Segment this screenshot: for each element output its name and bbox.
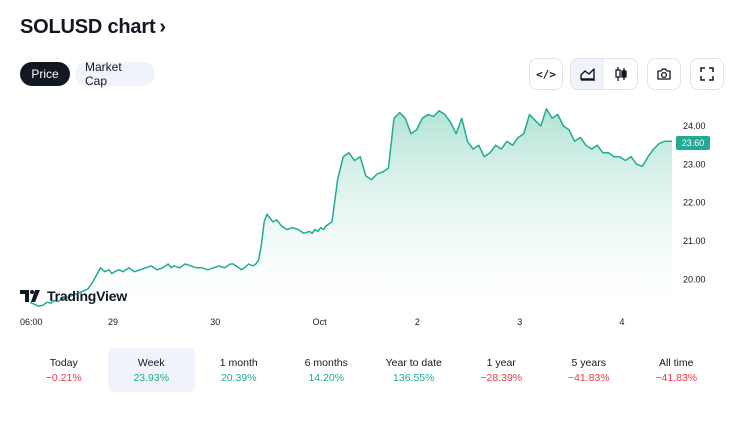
candles-icon bbox=[614, 67, 627, 81]
x-tick-label: 30 bbox=[210, 317, 220, 327]
perf-value: −28.39% bbox=[480, 371, 523, 384]
x-tick-label: Oct bbox=[313, 317, 328, 327]
y-tick-label: 24.00 bbox=[683, 121, 706, 131]
price-line bbox=[29, 108, 672, 307]
chart-title-text: SOLUSD chart bbox=[20, 16, 156, 38]
perf-week[interactable]: Week 23.93% bbox=[107, 348, 195, 392]
snapshot-button[interactable] bbox=[647, 58, 681, 90]
perf-label: 5 years bbox=[571, 356, 606, 369]
performance-row: Today −0.21% Week 23.93% 1 month 20.39% … bbox=[20, 348, 720, 392]
tradingview-logo-icon bbox=[20, 290, 40, 302]
perf-label: 1 year bbox=[486, 356, 516, 369]
x-tick-label: 3 bbox=[517, 317, 522, 327]
fullscreen-icon bbox=[700, 67, 714, 81]
area-style-button[interactable] bbox=[571, 59, 604, 89]
chart-style-group bbox=[570, 58, 638, 90]
tab-market-cap-label: Market Cap bbox=[85, 60, 122, 88]
tab-price-label: Price bbox=[31, 67, 59, 81]
perf-value: 20.39% bbox=[220, 371, 257, 384]
perf-6-months[interactable]: 6 months 14.20% bbox=[283, 348, 371, 392]
perf-label: All time bbox=[659, 356, 694, 369]
perf-value: 14.20% bbox=[308, 371, 345, 384]
tradingview-logo[interactable]: TradingView bbox=[20, 288, 127, 304]
camera-icon bbox=[657, 68, 671, 80]
fullscreen-button[interactable] bbox=[690, 58, 724, 90]
y-tick-label: 23.00 bbox=[683, 159, 706, 169]
chevron-right-icon: › bbox=[159, 16, 166, 38]
perf-1-year[interactable]: 1 year −28.39% bbox=[458, 348, 546, 392]
x-axis: 06:00 29 30 Oct 2 3 4 bbox=[20, 317, 625, 327]
perf-year-to-date[interactable]: Year to date 136.55% bbox=[370, 348, 458, 392]
price-area-fill bbox=[30, 108, 672, 310]
tradingview-logo-text: TradingView bbox=[47, 288, 128, 304]
perf-label: Today bbox=[49, 356, 78, 369]
perf-value: 23.93% bbox=[133, 371, 170, 384]
perf-label: 1 month bbox=[219, 356, 258, 369]
perf-all-time[interactable]: All time −41.83% bbox=[633, 348, 721, 392]
y-tick-label: 22.00 bbox=[683, 198, 706, 208]
perf-today[interactable]: Today −0.21% bbox=[20, 348, 108, 392]
x-tick-label: 29 bbox=[108, 317, 118, 327]
embed-code-icon: </> bbox=[536, 67, 556, 81]
y-tick-label: 21.00 bbox=[683, 236, 706, 246]
tab-price[interactable]: Price bbox=[20, 62, 70, 86]
tab-market-cap[interactable]: Market Cap bbox=[75, 60, 155, 88]
x-tick-label: 2 bbox=[415, 317, 420, 327]
perf-1-month[interactable]: 1 month 20.39% bbox=[195, 348, 283, 392]
y-tick-label: 20.00 bbox=[683, 274, 706, 284]
perf-value: −41.83% bbox=[567, 371, 610, 384]
last-price-tag: 23.60 bbox=[676, 136, 710, 150]
perf-value: −41.83% bbox=[655, 371, 698, 384]
perf-5-years[interactable]: 5 years −41.83% bbox=[545, 348, 633, 392]
perf-label: Week bbox=[137, 356, 165, 369]
perf-label: Year to date bbox=[385, 356, 442, 369]
perf-value: −0.21% bbox=[45, 371, 82, 384]
perf-value: 136.55% bbox=[393, 371, 435, 384]
x-tick-label: 06:00 bbox=[20, 317, 43, 327]
x-tick-label: 4 bbox=[620, 317, 625, 327]
y-axis: 24.00 23.00 22.00 21.00 20.00 bbox=[683, 121, 706, 284]
page-title[interactable]: SOLUSD chart › bbox=[20, 16, 166, 39]
perf-label: 6 months bbox=[304, 356, 348, 369]
candles-style-button[interactable] bbox=[604, 59, 637, 89]
embed-button[interactable]: </> bbox=[529, 58, 563, 90]
area-chart-icon bbox=[579, 68, 595, 81]
